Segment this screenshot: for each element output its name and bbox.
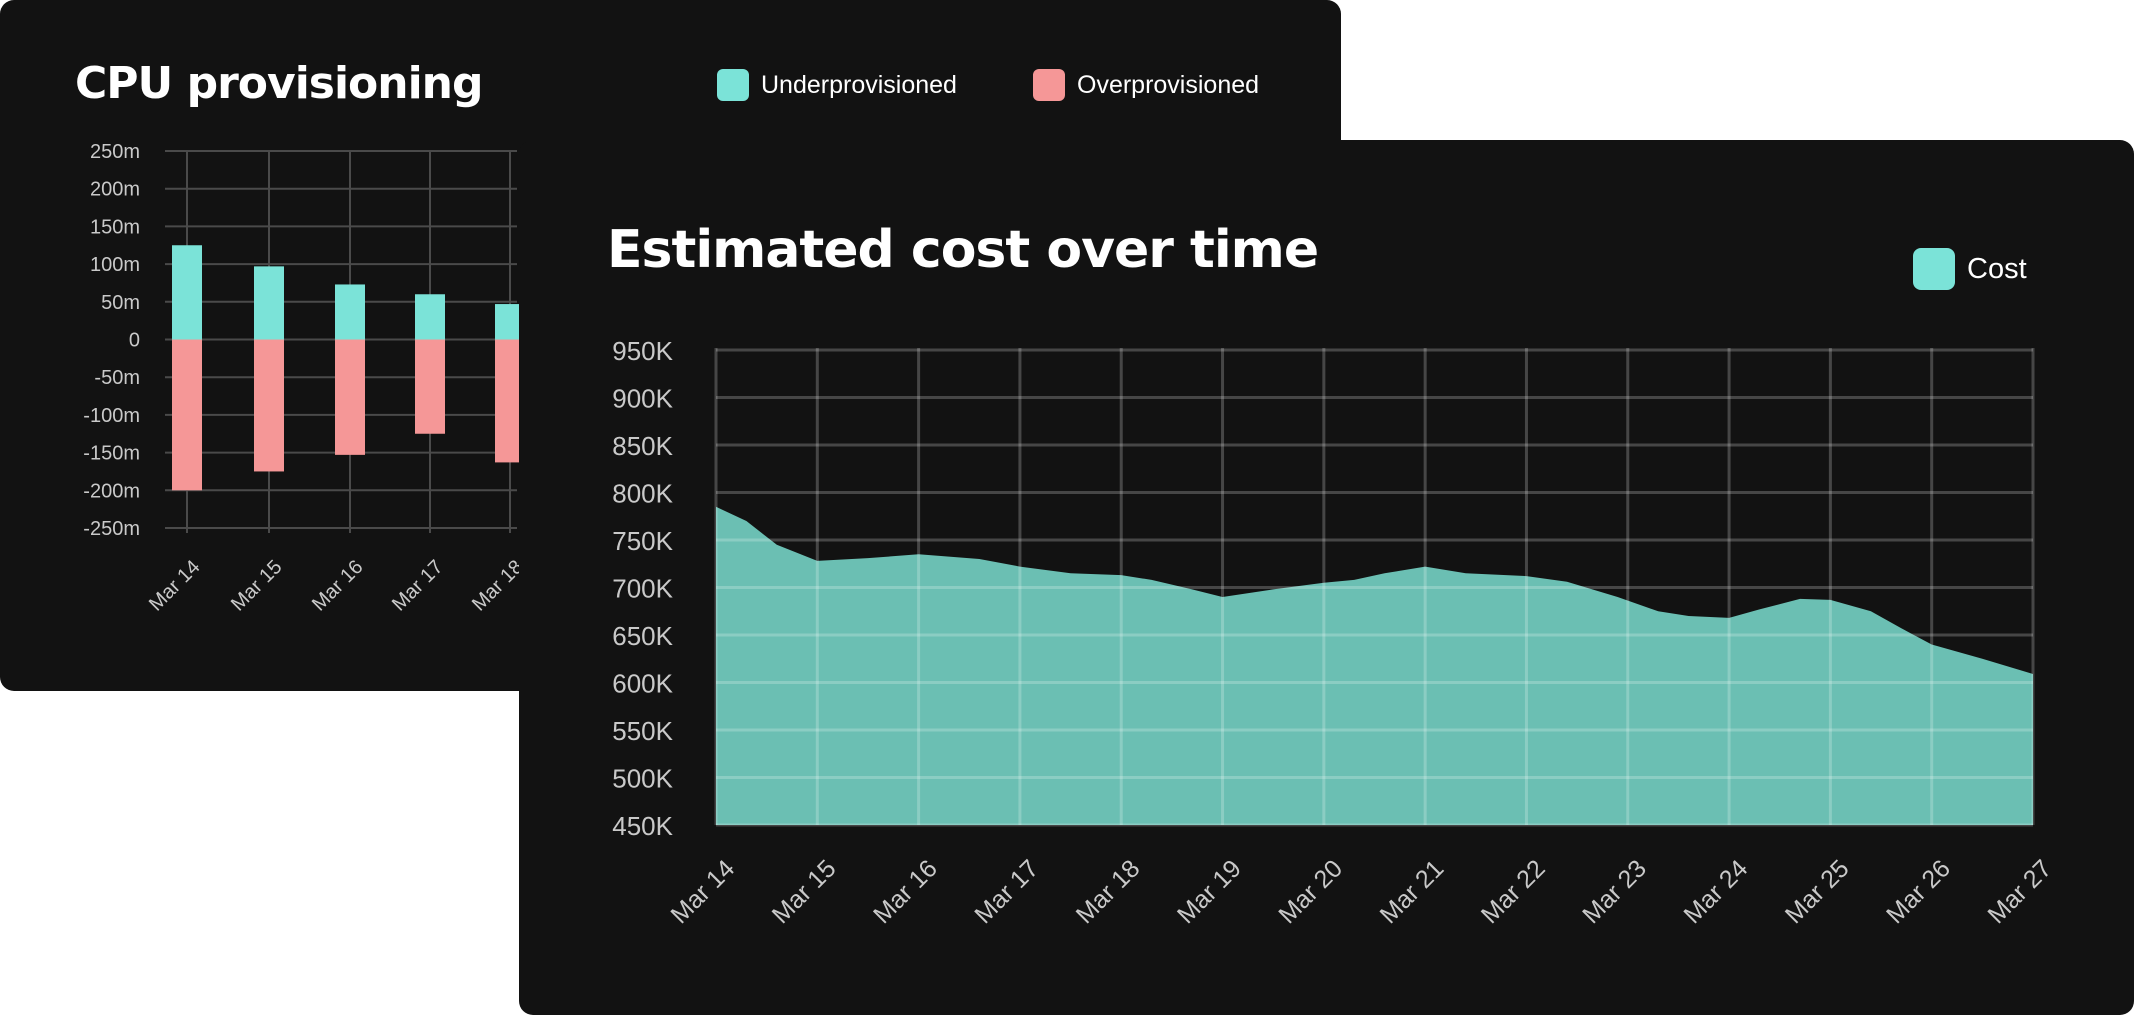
cost-x-tick-label: Mar 23 [1577,854,1652,929]
cost-y-tick-label: 750K [612,526,673,556]
estimated-cost-chart: 950K 900K 850K 800K 750K 700K 650K 600K 550K 500K… [612,336,2057,929]
cost-y-tick-label: 800K [612,479,673,509]
cpu-bar-overprovisioned [254,339,284,472]
cpu-y-tick-label: 200m [90,179,140,201]
cpu-bar-overprovisioned [335,339,365,455]
cpu-bar-underprovisioned [335,284,365,340]
cost-y-tick-label: 500K [612,764,673,794]
cost-x-tick-label: Mar 17 [969,854,1044,929]
cpu-y-tick-label: -150m [83,443,140,465]
cpu-chart-title: CPU provisioning [75,58,483,109]
cost-area [716,506,2033,825]
cost-y-tick-label: 600K [612,669,673,699]
legend-overprovisioned: Overprovisioned [1033,69,1259,101]
cpu-x-tick-label: Mar 16 [308,556,368,616]
cost-x-tick-label: Mar 18 [1071,854,1146,929]
cpu-x-tick-label: Mar 14 [145,556,205,616]
cpu-y-tick-label: 150m [90,216,140,238]
legend-underprovisioned-label: Underprovisioned [761,70,957,99]
cost-chart-title: Estimated cost over time [607,220,1319,280]
cost-x-tick-label: Mar 19 [1172,854,1247,929]
cpu-x-tick-label: Mar 17 [388,556,448,616]
cost-swatch [1913,248,1955,290]
cost-x-tick-label: Mar 21 [1375,854,1450,929]
legend-underprovisioned: Underprovisioned [717,69,957,101]
underprovisioned-swatch [717,69,749,101]
cost-y-tick-label: 850K [612,431,673,461]
cpu-y-tick-label: 50m [101,292,140,314]
legend-cost-label: Cost [1967,252,2027,285]
cpu-bar-overprovisioned [415,339,445,434]
estimated-cost-card: Estimated cost over time Cost 950K 900K 85… [519,140,2134,1015]
cost-x-tick-label: Mar 14 [665,854,740,929]
cpu-bar-overprovisioned [172,339,202,491]
cost-y-tick-label: 700K [612,574,673,604]
cost-x-tick-label: Mar 26 [1881,854,1956,929]
cost-x-tick-label: Mar 24 [1678,854,1753,929]
cpu-bar-underprovisioned [254,266,284,340]
cost-x-tick-label: Mar 20 [1273,854,1348,929]
cpu-y-tick-label: 250m [90,141,140,163]
overprovisioned-swatch [1033,69,1065,101]
cost-y-tick-label: 950K [612,336,673,366]
cpu-y-tick-label: -200m [83,480,140,502]
cost-x-tick-label: Mar 25 [1780,854,1855,929]
cost-y-tick-label: 450K [612,811,673,841]
cpu-bar-underprovisioned [415,294,445,340]
cpu-y-tick-label: -250m [83,518,140,540]
cost-y-tick-label: 900K [612,384,673,414]
cost-x-tick-label: Mar 22 [1476,854,1551,929]
cpu-provisioning-chart: 250m 200m 150m 100m 50m 0 -50m -100m -150m -200m -… [83,141,527,616]
cpu-x-tick-label: Mar 15 [227,556,287,616]
cpu-y-tick-label: 100m [90,254,140,276]
cost-x-tick-label: Mar 15 [767,854,842,929]
cpu-bar-underprovisioned [172,245,202,340]
cpu-y-tick-label: -50m [94,367,140,389]
cpu-y-tick-label: 0 [129,330,140,352]
legend-overprovisioned-label: Overprovisioned [1077,70,1260,99]
cost-y-tick-label: 550K [612,716,673,746]
cost-x-tick-label: Mar 16 [868,854,943,929]
cost-y-tick-label: 650K [612,621,673,651]
cost-x-tick-label: Mar 27 [1982,854,2057,929]
legend-cost: Cost [1913,248,2027,290]
cpu-y-tick-label: -100m [83,405,140,427]
